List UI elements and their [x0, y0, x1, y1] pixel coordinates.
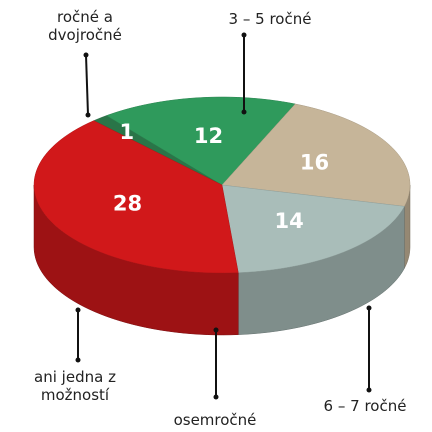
leader-dot [85, 112, 91, 118]
leader-dot [213, 327, 219, 333]
slice [33, 120, 239, 274]
value-label: 16 [300, 150, 329, 174]
leader-dot [241, 32, 247, 38]
leader-dot [75, 357, 81, 363]
category-label: ročné a dvojročné [48, 8, 122, 44]
value-label: 28 [113, 192, 142, 216]
category-label: ani jedna z možností [34, 368, 116, 404]
leader-dot [83, 52, 89, 58]
category-label: 3 – 5 ročné [228, 10, 312, 28]
slice [105, 96, 296, 186]
value-label: 12 [194, 124, 223, 148]
value-label: 1 [120, 120, 135, 144]
leader-dot [366, 387, 372, 393]
slice [93, 115, 223, 186]
value-label: 14 [274, 209, 303, 233]
leader-dot [213, 394, 219, 400]
category-label: osemročné [173, 411, 257, 429]
slice [221, 103, 411, 207]
leader-dot [75, 307, 81, 313]
leader-dot [241, 109, 247, 115]
slice [221, 184, 405, 273]
category-label: 6 – 7 ročné [323, 397, 407, 415]
leader-dot [366, 305, 372, 311]
leader-line [85, 54, 89, 116]
